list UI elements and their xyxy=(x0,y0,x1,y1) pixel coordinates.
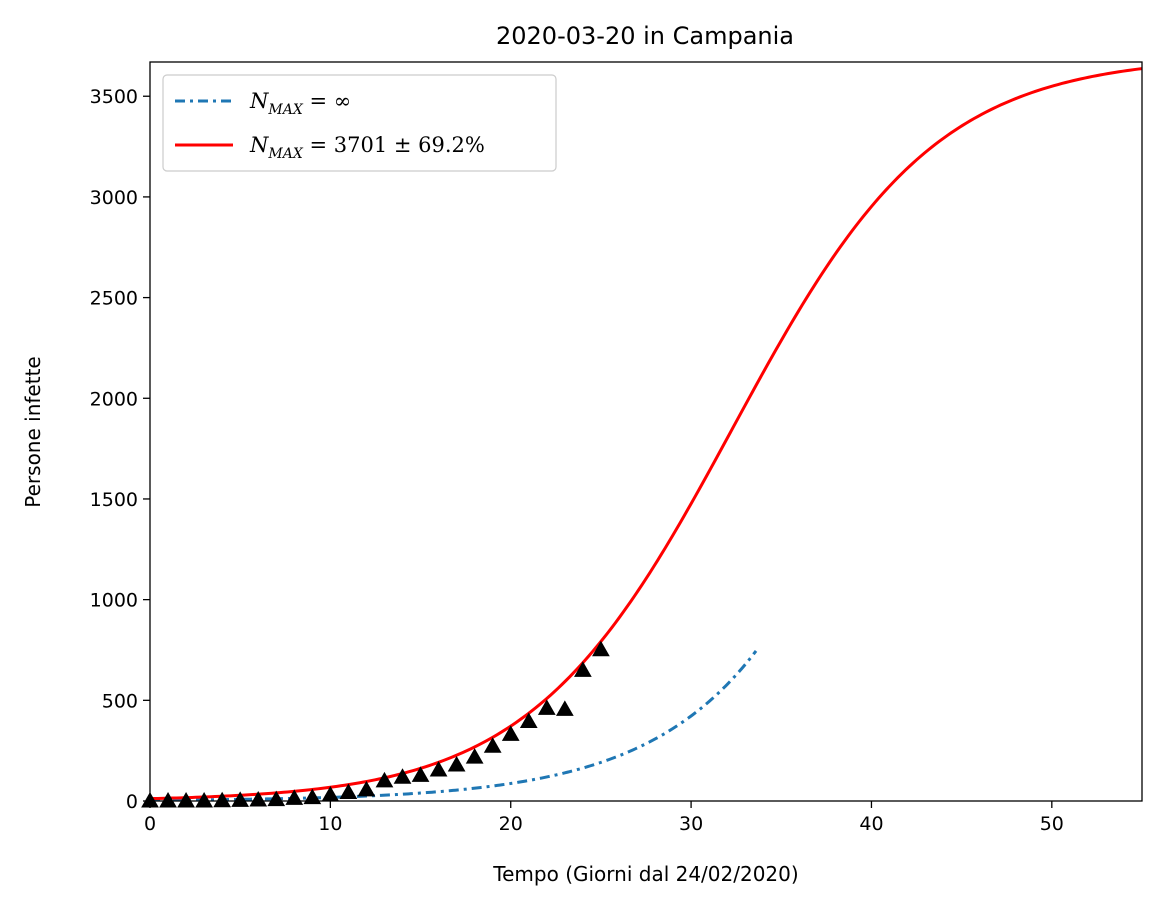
data-point xyxy=(159,791,177,808)
x-tick-label: 0 xyxy=(144,813,156,835)
x-axis-label: Tempo (Giorni dal 24/02/2020) xyxy=(492,862,798,886)
data-point xyxy=(231,791,250,807)
data-point xyxy=(339,783,358,800)
x-tick-label: 10 xyxy=(318,813,342,835)
data-point xyxy=(177,791,195,808)
data-point xyxy=(357,780,376,797)
data-point xyxy=(483,737,502,753)
series-layer xyxy=(150,67,1142,801)
plot-area xyxy=(141,61,1143,808)
data-point xyxy=(429,760,448,777)
y-tick-label: 3500 xyxy=(90,86,138,108)
y-tick-label: 2500 xyxy=(90,288,138,310)
legend-label-logistic: NMAX = 3701 ± 69.2% xyxy=(249,133,485,162)
plot-frame xyxy=(150,62,1142,801)
x-tick-label: 20 xyxy=(499,813,523,835)
y-tick-label: 0 xyxy=(126,791,138,813)
data-point xyxy=(213,791,232,808)
data-point xyxy=(519,712,538,728)
data-point xyxy=(195,791,213,808)
y-axis: 0 500 1000 1500 2000 2500 3000 3500 xyxy=(90,86,150,813)
data-point xyxy=(447,755,466,772)
legend-label-exponential-rest: = ∞ xyxy=(303,89,351,113)
y-tick-label: 1500 xyxy=(90,489,138,511)
x-axis: 0 10 20 30 40 50 xyxy=(144,801,1064,835)
marker-layer xyxy=(141,640,610,808)
legend-label-exponential-sub: MAX xyxy=(267,102,303,118)
legend-label-logistic-rest: = 3701 ± 69.2% xyxy=(303,133,485,157)
data-point xyxy=(592,640,610,657)
chart-title: 2020-03-20 in Campania xyxy=(496,22,794,50)
data-point xyxy=(555,700,574,716)
data-point xyxy=(465,748,484,764)
data-point xyxy=(375,771,394,788)
legend-label-logistic-main: N xyxy=(249,133,269,157)
x-tick-label: 50 xyxy=(1040,813,1064,835)
plot-border xyxy=(149,61,1143,802)
data-point xyxy=(249,790,268,807)
data-point xyxy=(537,699,556,715)
data-point xyxy=(303,788,322,805)
legend-label-exponential-main: N xyxy=(249,89,269,113)
data-point xyxy=(267,790,286,807)
legend: NMAX = ∞ NMAX = 3701 ± 69.2% xyxy=(162,74,557,172)
data-point xyxy=(574,661,592,677)
y-tick-label: 500 xyxy=(102,690,138,712)
x-tick-label: 30 xyxy=(679,813,703,835)
series-line-logistic xyxy=(150,67,1142,801)
y-tick-label: 1000 xyxy=(90,590,138,612)
legend-box xyxy=(162,74,557,172)
y-tick-label: 3000 xyxy=(90,187,138,209)
data-point xyxy=(393,768,412,784)
data-point xyxy=(501,725,520,741)
x-tick-label: 40 xyxy=(859,813,883,835)
data-point xyxy=(411,766,430,782)
legend-label-exponential: NMAX = ∞ xyxy=(249,89,351,118)
series-line-exponential xyxy=(150,650,758,801)
y-axis-label: Persone infette xyxy=(21,356,45,507)
legend-label-logistic-sub: MAX xyxy=(267,146,303,162)
y-tick-label: 2000 xyxy=(90,388,138,410)
